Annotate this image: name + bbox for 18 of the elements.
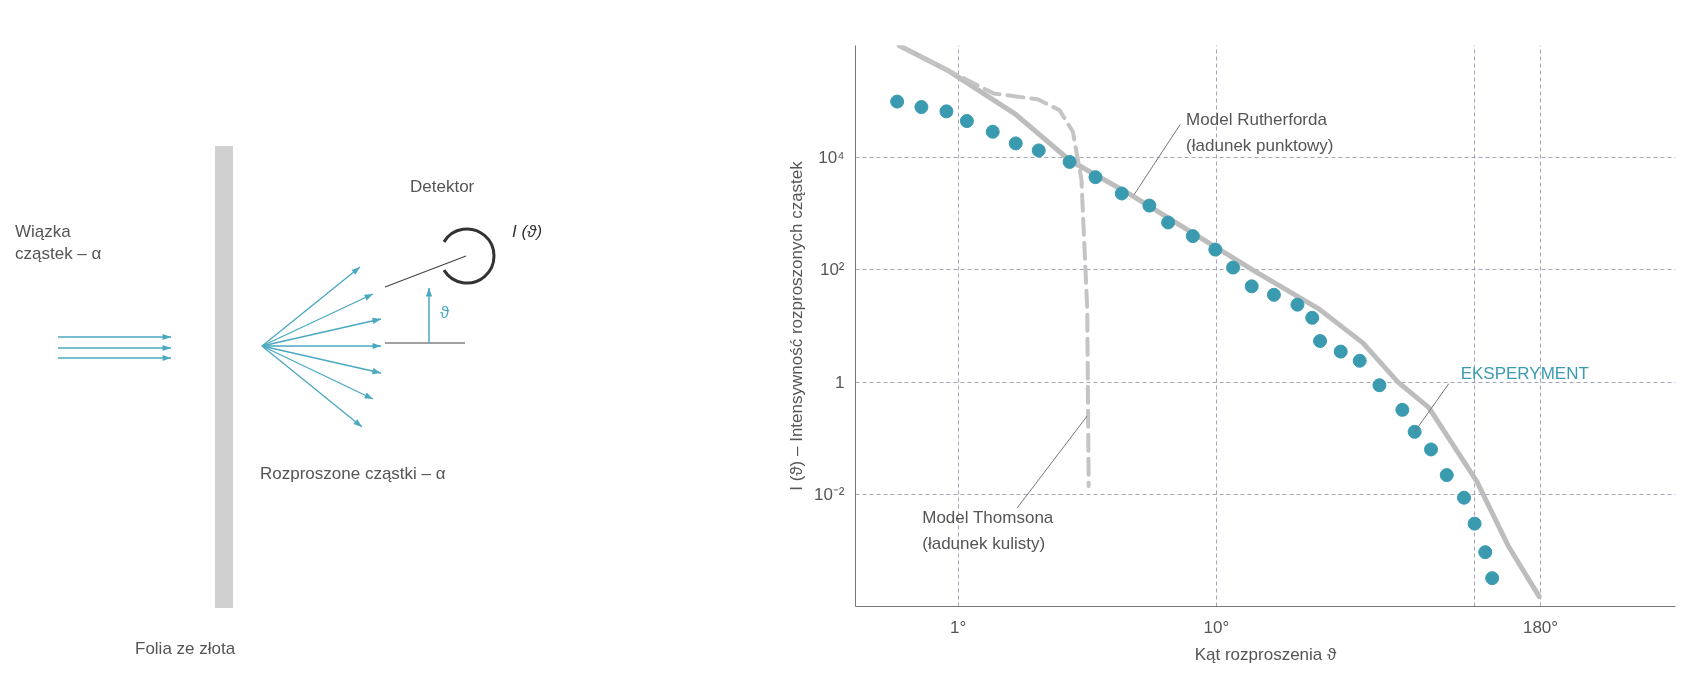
x-axis-title: Kąt rozproszenia ϑ bbox=[1194, 644, 1337, 664]
text: EKSPERYMENT bbox=[1460, 364, 1589, 384]
y-axis-title: I (ϑ) – Intensywność rozproszonych cząstek bbox=[786, 160, 806, 491]
x-tick-label: 10° bbox=[1203, 617, 1230, 637]
y-tick-label: 10⁴ bbox=[818, 148, 845, 168]
y-tick-label: 10⁻² bbox=[813, 484, 845, 504]
y-tick-label: 1 bbox=[835, 372, 845, 392]
x-tick-label: 1° bbox=[950, 617, 967, 637]
text: I (ϑ) bbox=[512, 222, 543, 241]
text: Detektor bbox=[410, 177, 475, 196]
y-tick-label: 10² bbox=[819, 260, 845, 280]
text: Rozproszone cząstki – α bbox=[260, 464, 446, 483]
annotation: Model Rutherforda (ładunek punktowy) bbox=[1186, 109, 1334, 156]
text: ϑ bbox=[440, 303, 450, 322]
text: Folia ze złota bbox=[135, 639, 236, 658]
text: Wiązka cząstek – α bbox=[15, 222, 102, 264]
x-tick-label: 180° bbox=[1522, 617, 1559, 637]
annotation: Model Thomsona (ładunek kulisty) bbox=[922, 507, 1054, 554]
